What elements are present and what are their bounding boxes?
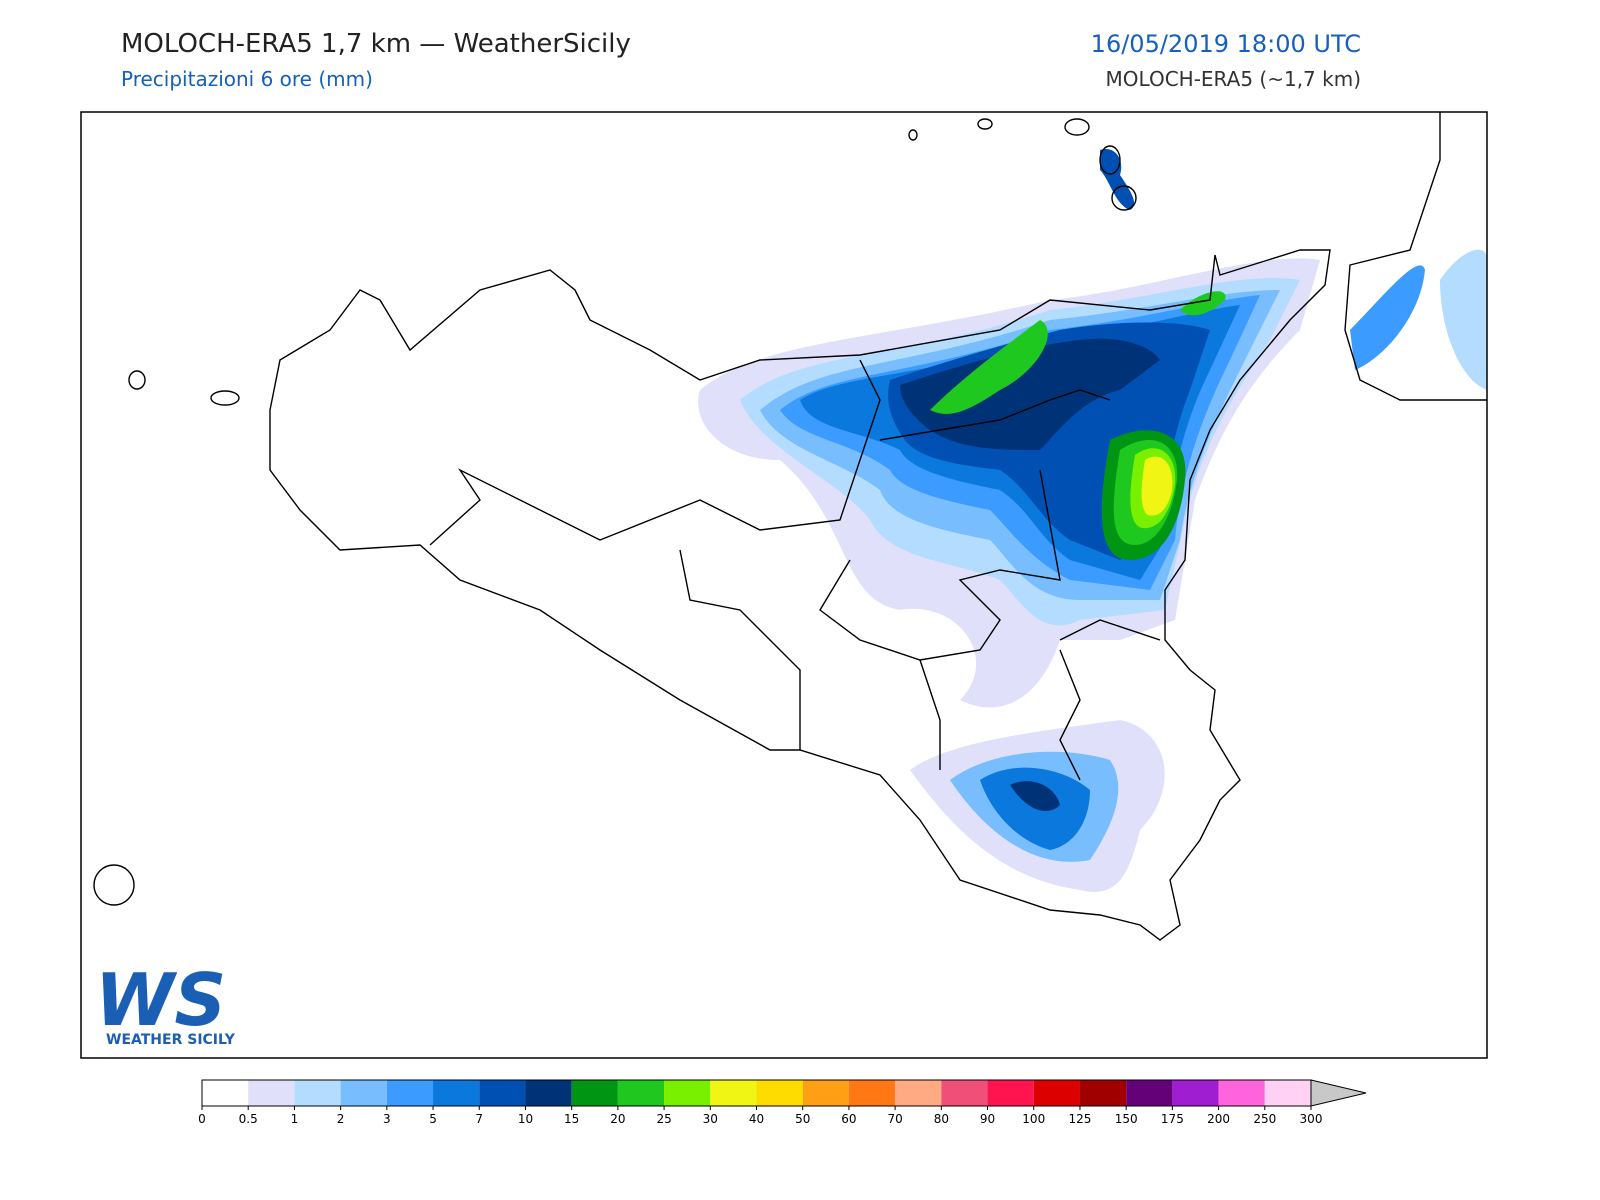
colorbar-tick-label: 175 xyxy=(1161,1112,1184,1126)
colorbar-tick-label: 0 xyxy=(198,1112,206,1126)
colorbar-bin xyxy=(202,1080,249,1106)
colorbar-bin xyxy=(848,1080,896,1106)
colorbar-tick-label: 10 xyxy=(518,1112,533,1126)
colorbar-tick-label: 300 xyxy=(1300,1112,1323,1126)
colorbar-bin xyxy=(340,1080,387,1106)
colorbar-bin xyxy=(248,1080,295,1106)
colorbar-bin xyxy=(710,1080,757,1106)
colorbar-tick-label: 15 xyxy=(564,1112,579,1126)
colorbar-bin xyxy=(1172,1080,1219,1106)
colorbar-bin xyxy=(1126,1080,1173,1106)
datetime: 16/05/2019 18:00 UTC xyxy=(1091,30,1361,58)
colorbar-tick-label: 2 xyxy=(337,1112,345,1126)
colorbar-tick-label: 100 xyxy=(1022,1112,1045,1126)
colorbar-tick-label: 250 xyxy=(1253,1112,1276,1126)
colorbar-tick-label: 20 xyxy=(610,1112,625,1126)
map-border xyxy=(80,111,1488,1059)
map-frame xyxy=(81,112,1487,1058)
colorbar-bin xyxy=(664,1080,711,1106)
colorbar-tick-label: 1 xyxy=(291,1112,299,1126)
calabria-coast xyxy=(1344,112,1487,401)
colorbar-bin xyxy=(525,1080,572,1106)
colorbar-tick-label: 30 xyxy=(703,1112,718,1126)
colorbar-tick-label: 3 xyxy=(383,1112,391,1126)
colorbar-bin xyxy=(802,1080,849,1106)
colorbar: 0 0.5 1 2 3 5 7 10 15 20 25 30 40 50 60 70 80 90 100 125 150… xyxy=(198,1079,1367,1126)
colorbar-bin xyxy=(571,1080,618,1106)
colorbar-tick-label: 50 xyxy=(795,1112,810,1126)
colorbar-bin xyxy=(479,1080,526,1106)
map: WS WEATHER SICILY xyxy=(80,111,1488,1059)
colorbar-tick-label: 60 xyxy=(841,1112,856,1126)
colorbar-tick-label: 80 xyxy=(934,1112,949,1126)
colorbar-tick-label: 70 xyxy=(887,1112,902,1126)
colorbar-bin xyxy=(987,1080,1034,1106)
sicily-coast xyxy=(269,249,1331,941)
colorbar-tick-label: 200 xyxy=(1207,1112,1230,1126)
colorbar-bin xyxy=(1079,1080,1127,1106)
model-label: MOLOCH-ERA5 (~1,7 km) xyxy=(1106,67,1361,91)
logo-mark: WS xyxy=(95,958,226,1042)
colorbar-tick-label: 150 xyxy=(1115,1112,1138,1126)
colorbar-tick-label: 40 xyxy=(749,1112,764,1126)
colorbar-tick-label: 5 xyxy=(429,1112,437,1126)
logo-name: WEATHER SICILY xyxy=(106,1032,236,1048)
title: MOLOCH-ERA5 1,7 km — WeatherSicily xyxy=(121,29,631,59)
logo: WS WEATHER SICILY xyxy=(95,958,236,1048)
subtitle: Precipitazioni 6 ore (mm) xyxy=(121,67,373,91)
colorbar-bin xyxy=(617,1080,665,1106)
islands xyxy=(93,118,1137,906)
colorbar-bin xyxy=(941,1080,988,1106)
colorbar-extend xyxy=(1310,1079,1367,1107)
colorbar-tick-label: 90 xyxy=(980,1112,995,1126)
colorbar-bin xyxy=(1033,1080,1080,1106)
colorbar-bin xyxy=(433,1080,480,1106)
colorbar-bin xyxy=(1218,1080,1265,1106)
colorbar-bin xyxy=(756,1080,803,1106)
colorbar-tick-label: 7 xyxy=(475,1112,483,1126)
provinces xyxy=(429,359,1161,781)
colorbar-tick-label: 0.5 xyxy=(239,1112,258,1126)
colorbar-bin xyxy=(895,1080,942,1106)
colorbar-tick-label: 25 xyxy=(656,1112,671,1126)
colorbar-bin xyxy=(386,1080,434,1106)
colorbar-bin xyxy=(294,1080,341,1106)
colorbar-tick-label: 125 xyxy=(1069,1112,1092,1126)
colorbar-bin xyxy=(1264,1080,1311,1106)
